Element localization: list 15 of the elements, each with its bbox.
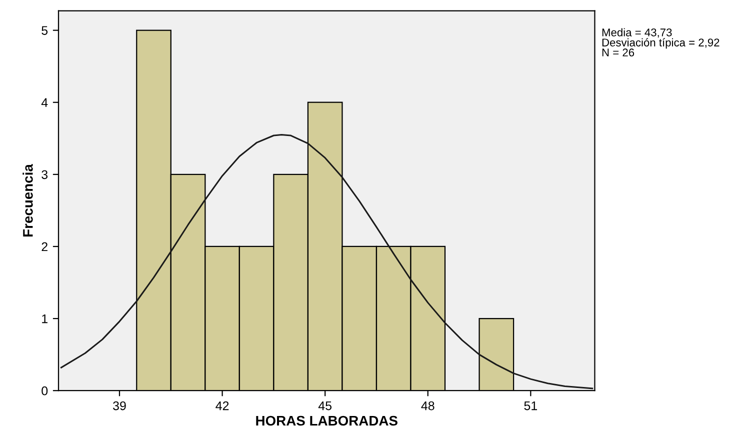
x-tick-label: 51	[524, 401, 538, 410]
y-axis-title: Frecuencia	[22, 164, 33, 236]
y-tick-label: 4	[41, 98, 48, 107]
y-tick-label: 2	[42, 242, 48, 252]
y-tick-label: 3	[42, 170, 48, 180]
line-series	[60, 134, 594, 390]
x-tick-label: 42	[216, 401, 229, 410]
x-tick-label: 39	[113, 401, 126, 410]
x-tick-label: 45	[318, 401, 332, 410]
y-tick-label: 0	[42, 386, 48, 396]
y-tick-label: 5	[42, 26, 48, 35]
x-tick-label: 48	[421, 401, 434, 410]
text: Media = 43,73 Desviación típica = 2,92 N = 26	[602, 28, 720, 56]
x-axis-title: HORAS LABORADAS	[256, 416, 398, 426]
y-tick-label: 1	[42, 314, 48, 324]
